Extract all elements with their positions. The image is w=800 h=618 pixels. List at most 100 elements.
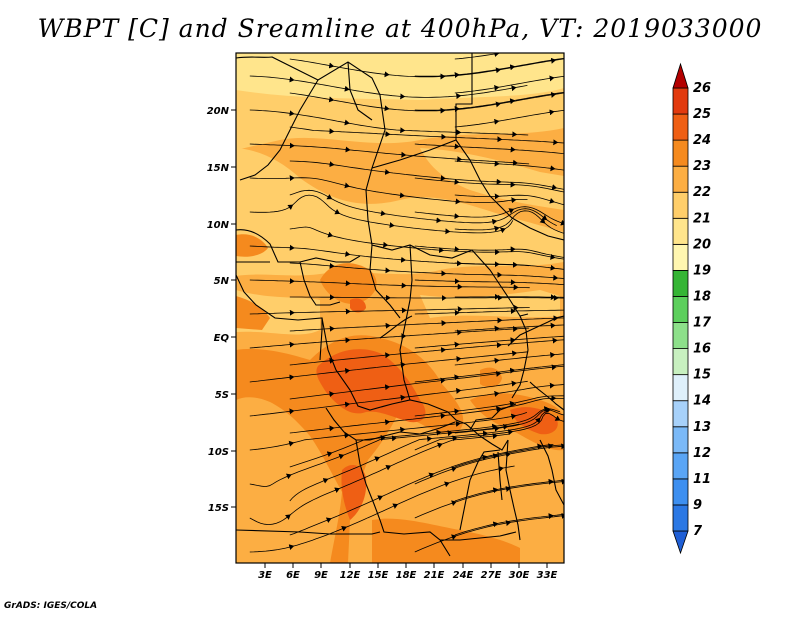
streamline-7 xyxy=(249,109,529,136)
streamline-arrow xyxy=(509,400,515,407)
streamline-arrow xyxy=(451,534,457,541)
streamline-1 xyxy=(289,58,564,78)
colorbar-segment xyxy=(672,426,689,454)
lon-tick-label: 18E xyxy=(396,570,417,581)
colorbar-level-label: 25 xyxy=(693,107,711,122)
colorbar-level-label: 13 xyxy=(693,420,711,435)
lon-tick-label: 27E xyxy=(481,570,502,581)
streamline-arrow xyxy=(548,513,554,520)
streamline-9 xyxy=(289,126,564,144)
streamline-24 xyxy=(414,245,564,258)
streamline-arrow xyxy=(328,96,335,103)
streamline-arrow xyxy=(334,487,340,493)
streamline-31 xyxy=(249,307,530,315)
streamline-arrow xyxy=(492,521,499,528)
border-segment-17 xyxy=(497,451,503,501)
lat-tick-label: 10N xyxy=(207,220,230,231)
colorbar-segment xyxy=(672,270,689,297)
colorbar-level-label: 7 xyxy=(693,524,703,539)
border-segment-20 xyxy=(511,315,529,399)
streamline-32 xyxy=(414,309,564,315)
streamline-46 xyxy=(454,409,564,434)
streamlines xyxy=(249,44,570,553)
colorbar-segment xyxy=(672,374,689,402)
chart-title: WBPT [C] and Sreamline at 400hPa, VT: 20… xyxy=(37,14,763,43)
streamline-arrow xyxy=(550,57,557,64)
streamline-arrow xyxy=(344,119,350,126)
streamline-arrow xyxy=(385,465,392,471)
streamline-arrow xyxy=(289,76,295,83)
streamline-arrow xyxy=(334,208,341,215)
streamline-51 xyxy=(249,423,520,488)
streamline-arrow xyxy=(437,442,443,449)
streamline-13 xyxy=(289,160,564,190)
border-segment-21 xyxy=(529,381,564,411)
streamline-arrow xyxy=(454,374,460,381)
map-frame xyxy=(235,52,565,564)
streamline-52 xyxy=(414,445,564,485)
colorbar-level-label: 16 xyxy=(693,342,711,357)
border-segment-1 xyxy=(236,56,529,317)
streamline-arrow xyxy=(554,415,561,421)
streamline-arrow xyxy=(499,227,506,234)
streamline-arrow xyxy=(451,466,457,473)
wbpt-patch-17 xyxy=(236,234,268,257)
streamline-arrow xyxy=(550,165,556,172)
streamline-arrow xyxy=(384,419,391,426)
wbpt-patch-10 xyxy=(470,393,564,451)
streamline-arrow xyxy=(285,473,292,480)
border-segment-6 xyxy=(299,261,341,306)
streamline-arrow xyxy=(285,514,291,520)
streamline-55 xyxy=(249,433,509,526)
colorbar-segment xyxy=(672,296,689,323)
border-segment-25 xyxy=(347,61,373,121)
streamline-arrow xyxy=(481,454,488,461)
streamline-arrow xyxy=(328,62,335,69)
colorbar-level-label: 23 xyxy=(693,159,711,174)
streamline-arrow xyxy=(550,44,554,45)
streamline-arrow xyxy=(288,544,295,550)
streamline-8 xyxy=(414,91,564,111)
streamline-arrow xyxy=(428,472,435,479)
streamline-arrow xyxy=(389,222,395,229)
wbpt-patch-1 xyxy=(236,53,564,106)
colorbar-segment xyxy=(672,452,689,480)
wbpt-patch-12 xyxy=(372,518,520,563)
streamline-arrow xyxy=(534,417,541,424)
streamline-arrow xyxy=(344,250,351,257)
colorbar-segment xyxy=(672,191,689,219)
streamline-arrow xyxy=(495,370,502,377)
colorbar-level-label: 22 xyxy=(693,185,711,200)
streamline-arrow xyxy=(451,500,457,507)
colorbar-segment xyxy=(672,87,689,115)
lat-tick-label: 15S xyxy=(208,503,229,514)
border-segment-24 xyxy=(239,79,319,181)
colorbar-segment xyxy=(672,139,689,167)
streamline-21 xyxy=(289,226,564,260)
streamline-arrow xyxy=(492,453,499,460)
colorbar-segment xyxy=(672,113,689,141)
streamline-19 xyxy=(249,194,514,234)
streamline-arrow xyxy=(566,92,570,93)
streamline-arrow xyxy=(511,197,517,204)
streamline-arrow xyxy=(491,218,498,225)
streamline-arrow xyxy=(289,408,295,415)
streamline-arrow xyxy=(510,413,517,420)
colorbar-level-label: 14 xyxy=(693,394,711,409)
lat-tick-label: 5N xyxy=(214,276,230,287)
streamline-arrow xyxy=(507,429,514,436)
streamline-27 xyxy=(249,279,530,289)
streamline-arrow xyxy=(374,456,381,462)
wbpt-patch-3 xyxy=(236,148,564,276)
streamline-25 xyxy=(289,262,564,279)
colorbar-level-label: 18 xyxy=(693,289,711,304)
country-borders xyxy=(236,53,564,557)
streamline-arrow xyxy=(511,380,517,387)
colorbar-segment xyxy=(672,348,689,376)
streamline-arrow xyxy=(509,64,516,71)
border-segment-16 xyxy=(505,439,521,541)
streamline-43 xyxy=(249,380,528,417)
streamline-arrow xyxy=(550,264,556,271)
streamline-arrow xyxy=(543,406,550,413)
streamline-arrow xyxy=(329,161,335,168)
